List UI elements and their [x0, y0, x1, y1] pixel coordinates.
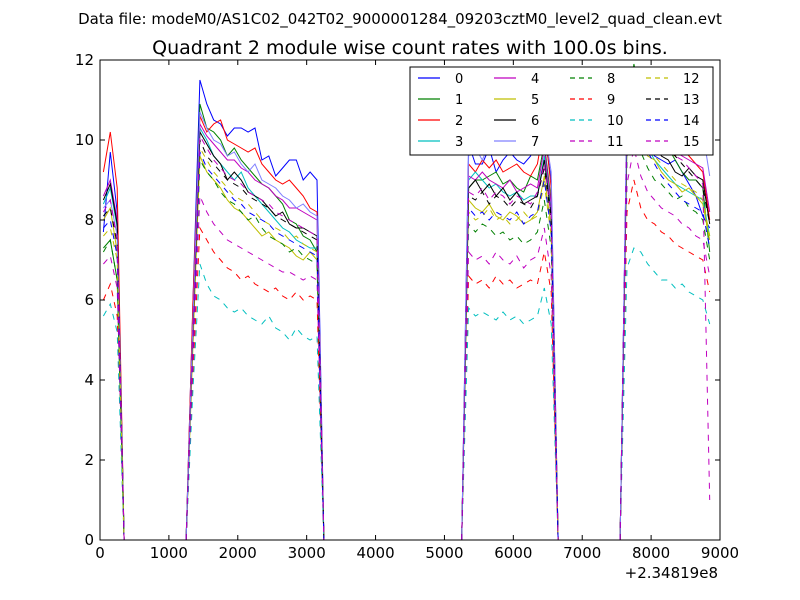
series-15-line-seg-1	[185, 134, 325, 541]
series-12-line-seg-3	[619, 99, 711, 541]
series-15-line-seg-2	[461, 163, 559, 541]
series-4-line-seg-2	[461, 147, 559, 541]
y-tick-label-0: 0	[84, 531, 94, 549]
series-11-line-seg-3	[619, 147, 711, 541]
y-tick-label-2: 4	[84, 371, 94, 389]
series-10-line-seg-2	[461, 287, 559, 541]
series-13-line-seg-1	[185, 139, 325, 541]
x-tick-label-5: 5000	[425, 544, 463, 562]
series-5-line-seg-2	[461, 175, 559, 541]
y-tick-label-1: 2	[84, 451, 94, 469]
series-3-line-seg-3	[619, 91, 711, 541]
x-tick-label-8: 8000	[632, 544, 670, 562]
x-tick-label-4: 4000	[356, 544, 394, 562]
series-6-line-seg-3	[619, 87, 711, 541]
y-tick-label-4: 8	[84, 211, 94, 229]
series-12-line-seg-1	[185, 146, 325, 541]
series-15-line-seg-0	[102, 198, 125, 541]
series-9-line-seg-2	[461, 251, 559, 541]
series-6-line-seg-2	[461, 159, 559, 541]
x-tick-label-2: 2000	[219, 544, 257, 562]
legend-label-14: 14	[683, 114, 700, 129]
y-tick-label-5: 10	[75, 131, 94, 149]
series-0-line-seg-2	[461, 131, 559, 541]
series-9-line-seg-3	[619, 179, 711, 541]
series-10-line-seg-3	[619, 247, 711, 541]
legend-label-11: 11	[607, 135, 624, 150]
x-tick-label-9: 9000	[701, 544, 739, 562]
series-11-line-seg-1	[185, 195, 325, 541]
series-10-line-seg-0	[102, 302, 125, 541]
legend-box	[409, 66, 714, 156]
legend-label-2: 2	[455, 114, 463, 129]
legend-label-0: 0	[455, 72, 463, 87]
series-1-line-seg-1	[185, 103, 325, 541]
legend-label-7: 7	[531, 135, 539, 150]
legend-label-8: 8	[607, 72, 615, 87]
series-9-line-seg-1	[185, 226, 325, 541]
legend-label-4: 4	[531, 72, 539, 87]
x-offset-label: +2.34819e8	[625, 564, 718, 582]
legend-label-3: 3	[455, 135, 463, 150]
legend-label-12: 12	[683, 72, 700, 87]
series-3-line-seg-1	[185, 126, 325, 541]
series-14-line-seg-1	[185, 151, 325, 541]
x-tick-label-7: 7000	[563, 544, 601, 562]
legend-label-9: 9	[607, 93, 615, 108]
series-7-line-seg-2	[461, 86, 559, 541]
series-4-line-seg-1	[185, 122, 325, 541]
series-5-line-seg-1	[185, 155, 325, 541]
legend-label-13: 13	[683, 93, 700, 108]
series-5-line-seg-3	[619, 103, 711, 541]
x-tick-label-6: 6000	[494, 544, 532, 562]
series-14-line-seg-3	[619, 95, 711, 541]
x-tick-label-1: 1000	[150, 544, 188, 562]
series-0-line-seg-1	[185, 79, 325, 541]
series-14-line-seg-2	[461, 179, 559, 541]
series-2-line-seg-1	[185, 115, 325, 541]
series-7-line-seg-1	[185, 111, 325, 541]
series-3-line-seg-2	[461, 155, 559, 541]
y-tick-label-6: 12	[75, 51, 94, 69]
series-12-line-seg-2	[461, 183, 559, 541]
series-8-line-seg-2	[461, 199, 559, 541]
y-tick-label-3: 6	[84, 291, 94, 309]
series-12-line-seg-0	[103, 226, 125, 541]
axis-ticks: 0 1000 2000 3000 4000 5000 6000 7000 8000 9000 0 2 4…	[75, 51, 739, 562]
legend-label-10: 10	[607, 114, 624, 129]
series-10-line-seg-1	[185, 263, 325, 541]
x-tick-label-3: 3000	[288, 544, 326, 562]
data-file-header: Data file: modeM0/AS1C02_042T02_90000012…	[78, 10, 722, 29]
legend-label-5: 5	[531, 93, 539, 108]
chart-title: Quadrant 2 module wise count rates with …	[152, 37, 668, 59]
series-14-line-seg-0	[103, 218, 125, 541]
legend-label-1: 1	[455, 93, 463, 108]
series-11-line-seg-2	[461, 227, 559, 541]
series-8-line-seg-3	[619, 119, 711, 541]
series-8-line-seg-1	[185, 158, 325, 541]
series-6-line-seg-1	[185, 130, 325, 541]
x-tick-label-0: 0	[95, 544, 105, 562]
legend-label-6: 6	[531, 114, 539, 129]
legend-label-15: 15	[683, 135, 700, 150]
